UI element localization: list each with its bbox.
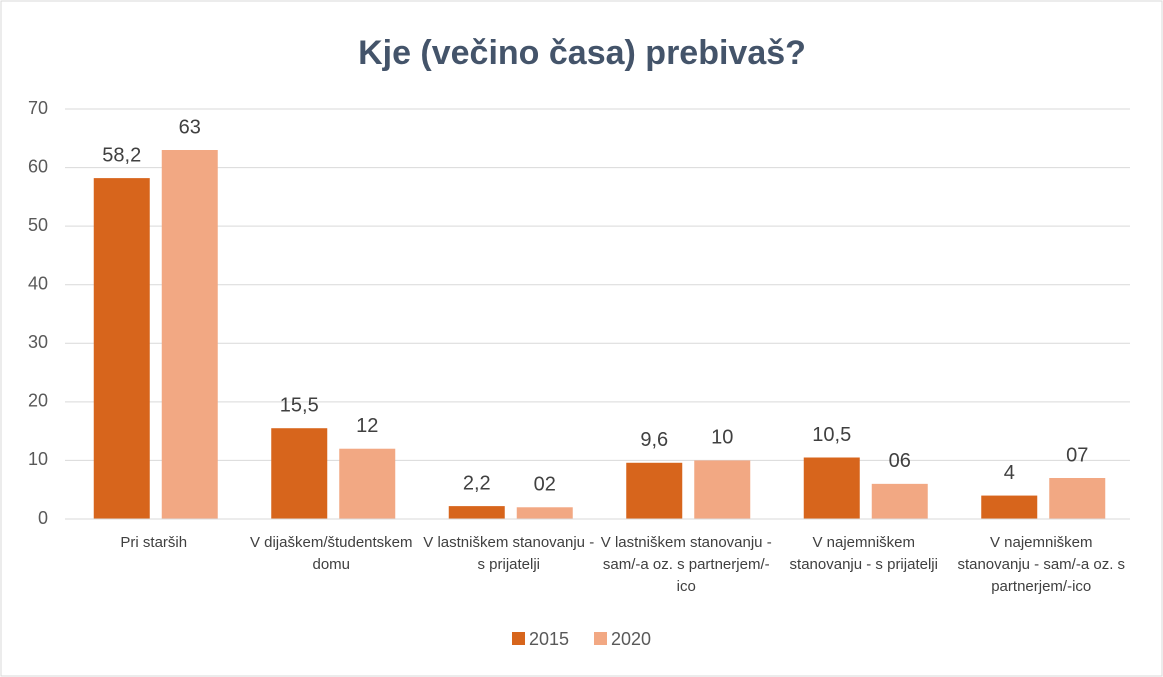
bar <box>93 178 150 519</box>
y-tick-label: 40 <box>28 273 48 293</box>
bar <box>1049 478 1106 519</box>
data-label: 10 <box>711 427 733 449</box>
x-tick-label: Pri starših <box>120 534 188 551</box>
data-label: 07 <box>1066 444 1088 466</box>
bar <box>516 507 573 519</box>
y-tick-label: 50 <box>28 215 48 235</box>
data-label: 06 <box>889 450 911 472</box>
data-label: 12 <box>356 415 378 437</box>
x-tick-label: V dijaškem/študentskem domu <box>249 534 413 573</box>
y-tick-label: 70 <box>28 98 48 118</box>
data-label: 2,2 <box>463 472 491 494</box>
y-tick-label: 60 <box>28 156 48 176</box>
chart-title: Kje (večino časa) prebivaš? <box>358 34 806 72</box>
bar <box>626 462 683 519</box>
legend-swatch <box>512 632 525 645</box>
y-tick-label: 20 <box>28 391 48 411</box>
bar <box>981 495 1038 519</box>
bar <box>448 506 505 519</box>
data-label: 10,5 <box>812 424 851 446</box>
bar <box>694 460 751 519</box>
bar <box>339 448 396 519</box>
y-tick-label: 30 <box>28 332 48 352</box>
data-label: 02 <box>534 474 556 496</box>
bar <box>271 428 328 519</box>
x-tick-label: V najemniškem stanovanju - s prijatelji <box>789 534 938 573</box>
legend-swatch <box>594 632 607 645</box>
y-tick-label: 0 <box>38 508 48 528</box>
data-label: 15,5 <box>280 394 319 416</box>
bar <box>161 150 218 519</box>
bar <box>803 457 860 519</box>
x-tick-label: V lastniškem stanovanju - sam/-a oz. s p… <box>600 534 772 595</box>
data-label: 58,2 <box>102 144 141 166</box>
bar <box>871 483 928 519</box>
data-label: 9,6 <box>640 429 668 451</box>
legend-label: 2020 <box>611 629 651 649</box>
x-tick-label: V lastniškem stanovanju - s prijatelji <box>423 534 595 573</box>
data-label: 63 <box>179 116 201 138</box>
x-tick-label: V najemniškem stanovanju - sam/-a oz. s … <box>957 534 1126 595</box>
data-label: 4 <box>1004 462 1015 484</box>
y-tick-label: 10 <box>28 449 48 469</box>
legend-label: 2015 <box>529 629 569 649</box>
